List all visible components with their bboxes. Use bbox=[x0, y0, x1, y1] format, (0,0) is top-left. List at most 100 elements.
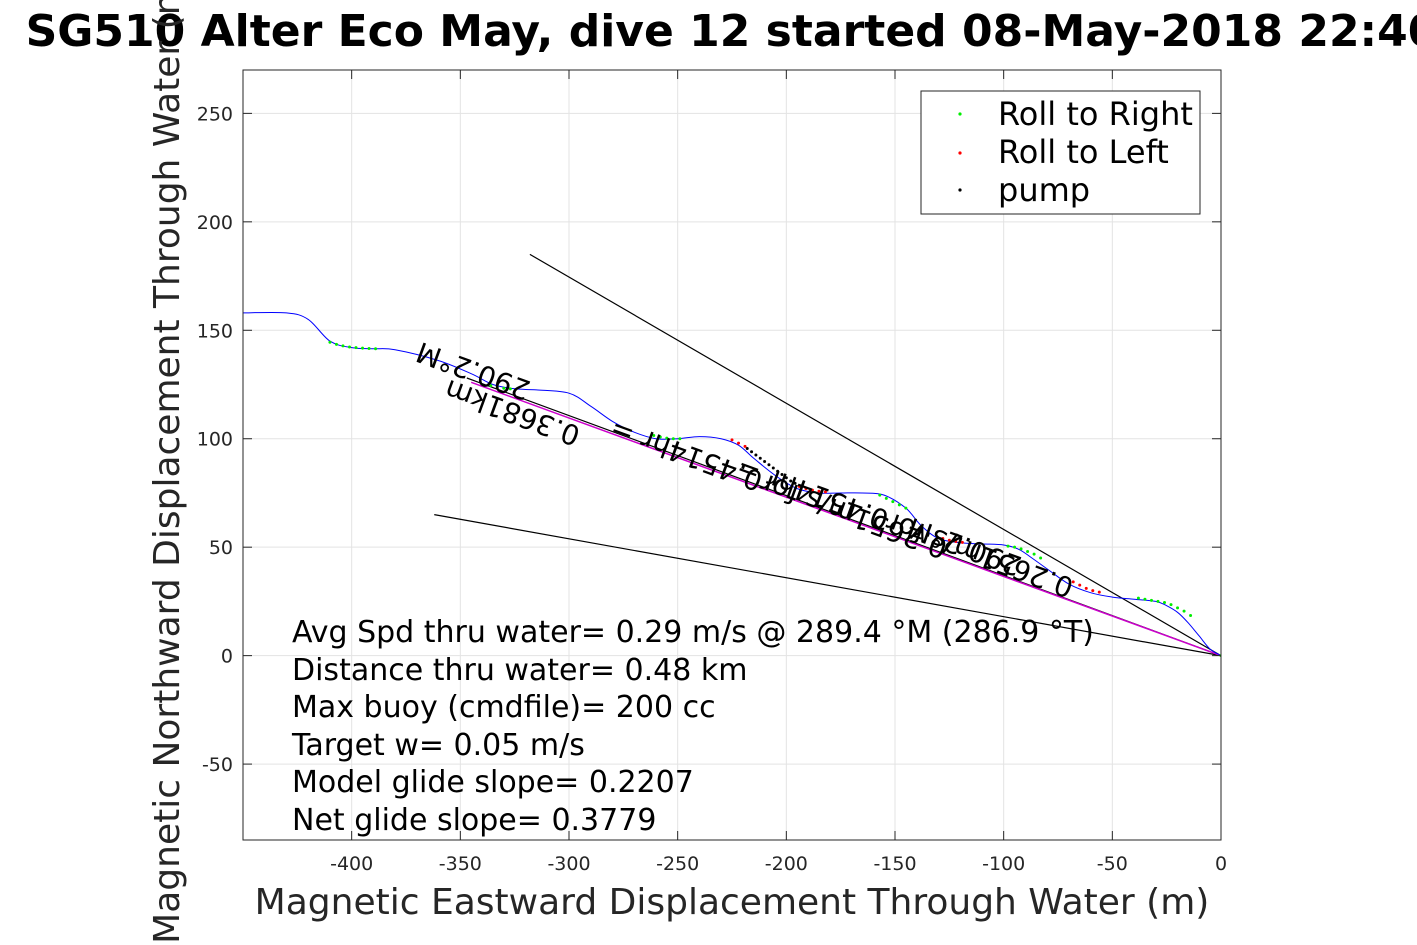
pump-point bbox=[763, 460, 767, 464]
stats-annotation: Net glide slope= 0.3779 bbox=[292, 803, 656, 838]
roll-left-point bbox=[947, 538, 951, 542]
roll-left-point bbox=[823, 490, 827, 494]
roll-left-point bbox=[817, 489, 821, 493]
x-tick-label: -400 bbox=[330, 853, 373, 875]
roll-right-point bbox=[1032, 552, 1036, 556]
legend-marker-pump bbox=[958, 188, 962, 192]
pump-point bbox=[780, 473, 784, 477]
roll-right-point bbox=[1156, 599, 1160, 603]
pump-point bbox=[789, 479, 793, 483]
heading-line bbox=[434, 514, 1221, 657]
x-tick-label: -50 bbox=[1097, 853, 1128, 875]
roll-left-point bbox=[954, 540, 958, 544]
pump-point bbox=[771, 466, 775, 470]
roll-right-point bbox=[1039, 556, 1043, 560]
pump-point bbox=[784, 476, 788, 480]
pump-point bbox=[758, 456, 762, 460]
legend: Roll to Right Roll to Left pump bbox=[920, 90, 1201, 215]
y-tick-label: 250 bbox=[197, 103, 233, 125]
x-tick-label: -250 bbox=[656, 853, 699, 875]
stats-annotation: Distance thru water= 0.48 km bbox=[292, 653, 747, 688]
x-tick-label: -300 bbox=[547, 853, 590, 875]
roll-right-point bbox=[1006, 544, 1010, 548]
roll-right-point bbox=[652, 433, 656, 437]
roll-right-point bbox=[1143, 597, 1147, 601]
plot-frame bbox=[242, 69, 1222, 841]
annotations: Avg Spd thru water= 0.29 m/s @ 289.4 °M … bbox=[291, 615, 1094, 838]
x-axis-label: Magnetic Eastward Displacement Through W… bbox=[255, 882, 1210, 923]
roll-left-point bbox=[743, 444, 747, 448]
roll-right-point bbox=[904, 506, 908, 510]
roll-right-point bbox=[341, 344, 345, 348]
roll-right-point bbox=[328, 340, 332, 344]
roll-left-point bbox=[941, 537, 945, 541]
roll-left-point bbox=[1097, 590, 1101, 594]
roll-left-point bbox=[797, 484, 801, 488]
roll-right-point bbox=[502, 386, 506, 390]
roll-right-point bbox=[489, 384, 493, 388]
roll-right-point bbox=[1176, 606, 1180, 610]
legend-marker-roll-left bbox=[958, 151, 962, 155]
roll-right-point bbox=[891, 500, 895, 504]
pump-point bbox=[745, 446, 749, 450]
track-line bbox=[243, 311, 1221, 657]
stats-annotation: Avg Spd thru water= 0.29 m/s @ 289.4 °M … bbox=[292, 615, 1094, 650]
y-tick-label: 0 bbox=[221, 646, 233, 668]
roll-right-point bbox=[1149, 598, 1153, 602]
roll-right-point bbox=[334, 342, 338, 346]
y-tick-label: 50 bbox=[209, 537, 233, 559]
roll-right-point bbox=[1013, 545, 1017, 549]
net-displacement-line bbox=[470, 381, 1221, 657]
heading-line bbox=[529, 253, 1221, 657]
roll-right-point bbox=[1026, 550, 1030, 554]
roll-left-point bbox=[1071, 580, 1075, 584]
stats-annotation: Model glide slope= 0.2207 bbox=[292, 765, 694, 800]
roll-right-point bbox=[1189, 614, 1193, 618]
pump-point bbox=[767, 463, 771, 467]
pump-point bbox=[754, 453, 758, 457]
pump-point bbox=[793, 481, 797, 485]
roll-left-point bbox=[804, 487, 808, 491]
roll-right-point bbox=[1019, 547, 1023, 551]
roll-left-point bbox=[810, 488, 814, 492]
pump-point bbox=[750, 450, 754, 454]
roll-right-point bbox=[678, 437, 682, 441]
ticks: -400 -350 -300 -250 -200 -150 -100 -50 0 -50 0 50 10… bbox=[197, 70, 1227, 875]
roll-right-point bbox=[878, 493, 882, 497]
chart-title: SG510 Alter Eco May, dive 12 started 08-… bbox=[26, 6, 1417, 57]
roll-right-point bbox=[1169, 603, 1173, 607]
stats-annotation: Max buoy (cmdfile)= 200 cc bbox=[292, 690, 716, 725]
x-tick-label: -100 bbox=[982, 853, 1025, 875]
roll-right-point bbox=[495, 385, 499, 389]
roll-left-point bbox=[960, 540, 964, 544]
roll-right-point bbox=[884, 496, 888, 500]
roll-left-point bbox=[1084, 586, 1088, 590]
legend-label-pump: pump bbox=[998, 171, 1090, 209]
roll-right-point bbox=[665, 436, 669, 440]
roll-right-point bbox=[1162, 600, 1166, 604]
roll-right-point bbox=[361, 346, 365, 350]
roll-right-point bbox=[671, 437, 675, 441]
roll-right-point bbox=[508, 387, 512, 391]
roll-left-point bbox=[737, 441, 741, 445]
y-tick-label: -50 bbox=[202, 754, 233, 776]
y-axis-label: Magnetic Northward Displacement Through … bbox=[147, 0, 188, 944]
roll-right-point bbox=[374, 347, 378, 351]
roll-right-point bbox=[658, 435, 662, 439]
roll-left-point bbox=[1078, 583, 1082, 587]
legend-label-roll-right: Roll to Right bbox=[998, 95, 1193, 133]
stats-annotation: Target w= 0.05 m/s bbox=[291, 728, 585, 763]
roll-right-point bbox=[354, 346, 358, 350]
roll-right-point bbox=[1136, 596, 1140, 600]
pump-point bbox=[776, 469, 780, 473]
y-tick-label: 200 bbox=[197, 212, 233, 234]
roll-right-point bbox=[1182, 609, 1186, 613]
y-tick-label: 150 bbox=[197, 320, 233, 342]
x-tick-label: 0 bbox=[1215, 853, 1227, 875]
x-tick-label: -150 bbox=[873, 853, 916, 875]
legend-marker-roll-right bbox=[958, 112, 962, 116]
roll-right-point bbox=[367, 347, 371, 351]
x-tick-label: -200 bbox=[765, 853, 808, 875]
x-tick-label: -350 bbox=[439, 853, 482, 875]
